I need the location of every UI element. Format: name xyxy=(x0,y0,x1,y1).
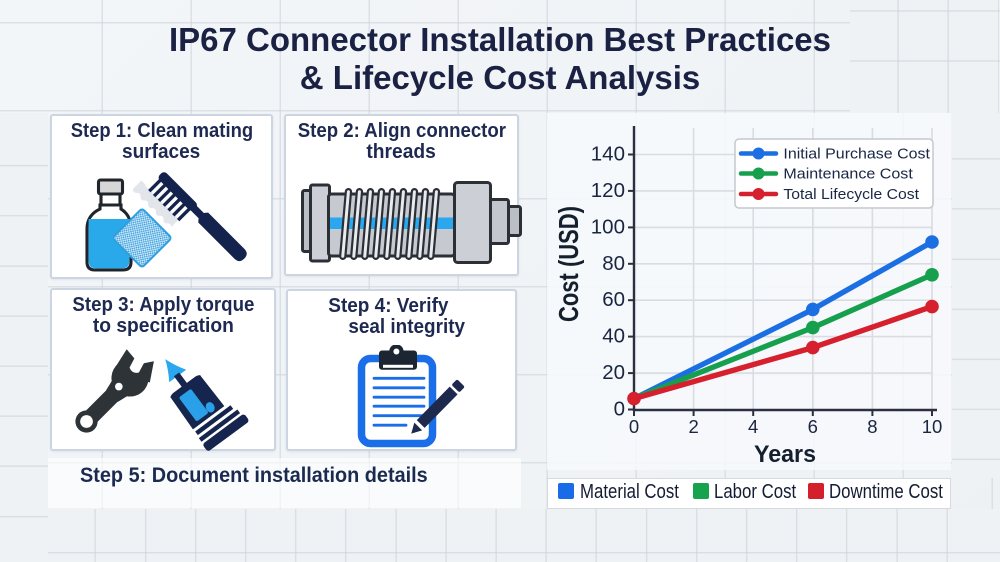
svg-text:10: 10 xyxy=(922,416,943,437)
svg-text:0: 0 xyxy=(614,398,625,421)
svg-text:8: 8 xyxy=(867,416,877,437)
svg-text:Years: Years xyxy=(754,441,816,468)
svg-text:60: 60 xyxy=(602,288,625,311)
svg-text:20: 20 xyxy=(602,361,625,384)
svg-text:Maintenance Cost: Maintenance Cost xyxy=(783,166,913,183)
svg-text:140: 140 xyxy=(591,143,625,166)
svg-text:40: 40 xyxy=(602,325,625,348)
svg-text:80: 80 xyxy=(602,252,625,275)
svg-text:Cost (USD): Cost (USD) xyxy=(553,206,584,322)
svg-text:100: 100 xyxy=(591,215,625,238)
svg-text:120: 120 xyxy=(591,179,625,202)
svg-text:6: 6 xyxy=(808,416,818,437)
svg-text:4: 4 xyxy=(748,416,758,437)
svg-text:Total Lifecycle Cost: Total Lifecycle Cost xyxy=(783,186,919,203)
svg-text:2: 2 xyxy=(688,416,698,437)
svg-text:0: 0 xyxy=(629,416,639,437)
svg-text:Initial Purchase Cost: Initial Purchase Cost xyxy=(783,146,930,163)
